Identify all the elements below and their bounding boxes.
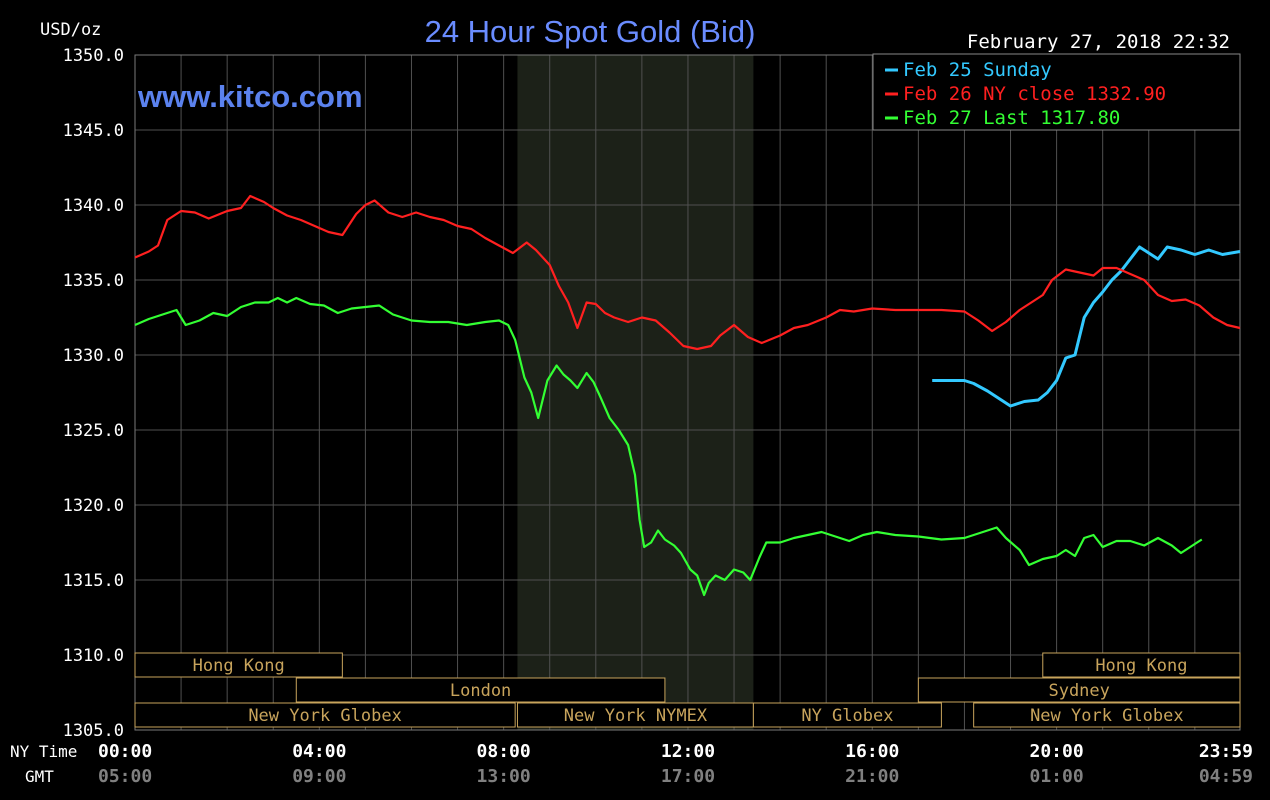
y-axis-ticks: 1350.0 1345.0 1340.0 1335.0 1330.0 1325.0 1320…: [63, 46, 124, 741]
y-tick-label: 1330.0: [63, 346, 124, 366]
timestamp: February 27, 2018 22:32: [967, 31, 1230, 53]
grid: [135, 54, 1240, 731]
y-tick-label: 1320.0: [63, 496, 124, 516]
x-tick-label-gmt: 21:00: [845, 766, 899, 787]
legend-entry-label: Feb 25 Sunday: [903, 59, 1052, 81]
y-tick-label: 1325.0: [63, 421, 124, 441]
x-tick-label-ny: 12:00: [661, 741, 715, 762]
x-tick-label-ny: 04:00: [292, 741, 346, 762]
x-axis-label-ny: NY Time: [10, 742, 77, 761]
x-tick-label-gmt: 04:59: [1199, 766, 1253, 787]
x-tick-label-gmt: 05:00: [98, 766, 152, 787]
series-line-1: [134, 194, 1241, 351]
x-tick-label-ny: 16:00: [845, 741, 899, 762]
session-label: NY Globex: [801, 706, 893, 726]
session-box: [1042, 652, 1241, 678]
session-label: Sydney: [1048, 681, 1109, 701]
series-lines: [134, 194, 1241, 597]
series-line-0: [932, 245, 1241, 408]
x-tick-label-gmt: 17:00: [661, 766, 715, 787]
watermark-text: www.kitco.com: [137, 79, 363, 114]
x-tick-label-gmt: 01:00: [1030, 766, 1084, 787]
y-axis-unit-label: USD/oz: [40, 20, 101, 40]
session-box: [295, 677, 666, 703]
y-tick-label: 1310.0: [63, 646, 124, 666]
session-label: Hong Kong: [193, 656, 285, 676]
nymex-shade-rect: [517, 55, 754, 730]
session-box: [134, 702, 516, 728]
x-axis-ticks: 00:00 05:00 04:00 09:00 08:00 13:00 12:00 17:00…: [98, 741, 1253, 787]
session-label: London: [450, 681, 511, 701]
chart-title: 24 Hour Spot Gold (Bid): [425, 14, 756, 49]
x-tick-label-gmt: 13:00: [477, 766, 531, 787]
legend-box: [872, 53, 1241, 131]
legend-entry-label: Feb 26 NY close 1332.90: [903, 83, 1166, 105]
session-label: New York Globex: [1030, 706, 1184, 726]
session-box: [973, 702, 1241, 728]
y-tick-label: 1345.0: [63, 121, 124, 141]
x-tick-label-gmt: 09:00: [292, 766, 346, 787]
series-line-2: [134, 296, 1203, 597]
session-label: New York Globex: [248, 706, 402, 726]
session-label: New York NYMEX: [564, 706, 708, 726]
x-tick-label-ny: 08:00: [477, 741, 531, 762]
session-box: [917, 677, 1241, 703]
session-label: Hong Kong: [1095, 656, 1187, 676]
y-tick-label: 1315.0: [63, 571, 124, 591]
y-tick-label: 1350.0: [63, 46, 124, 66]
legend-entry-label: Feb 27 Last 1317.80: [903, 107, 1120, 129]
y-tick-label: 1340.0: [63, 196, 124, 216]
x-tick-label-ny: 20:00: [1030, 741, 1084, 762]
session-box: [134, 652, 343, 678]
nymex-shaded-region: [517, 55, 754, 730]
market-sessions: Hong Kong Hong Kong London Sydney New York G…: [134, 652, 1241, 728]
y-tick-label: 1335.0: [63, 271, 124, 291]
x-tick-label-ny: 23:59: [1199, 741, 1253, 762]
session-box: [752, 702, 942, 728]
x-axis-label-gmt: GMT: [25, 767, 54, 786]
x-tick-label-ny: 00:00: [98, 741, 152, 762]
plot-frame: [134, 54, 1241, 731]
y-tick-label: 1305.0: [63, 721, 124, 741]
session-box: [516, 702, 754, 728]
